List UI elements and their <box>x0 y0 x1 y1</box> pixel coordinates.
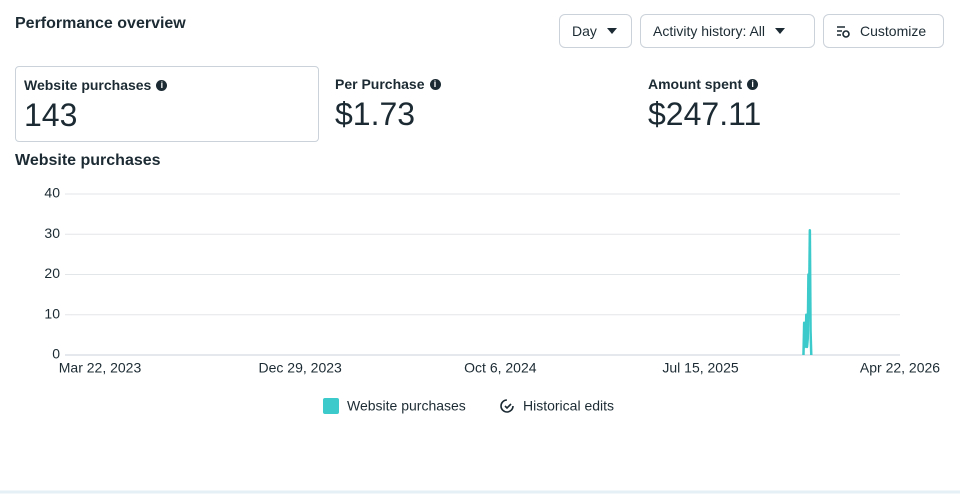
caret <box>606 28 617 34</box>
button-label: Activity history: All <box>653 23 766 39</box>
button-label: Day <box>572 23 597 39</box>
legend-label: Website purchases <box>347 398 466 414</box>
customize-button[interactable]: Customize <box>823 14 944 48</box>
metric-label: Per Purchase <box>335 76 425 92</box>
metric-card[interactable]: Amount spent i $247.11 <box>640 66 944 142</box>
x-tick-label: Jul 15, 2025 <box>662 360 738 376</box>
metric-card[interactable]: Website purchases i 143 <box>15 66 319 142</box>
page-title: Performance overview <box>15 15 186 32</box>
y-tick-label: 0 <box>52 346 60 362</box>
x-tick-label: Dec 29, 2023 <box>259 360 342 376</box>
series-line <box>802 228 813 356</box>
x-tick-label: Oct 6, 2024 <box>464 360 537 376</box>
metric-value: $247.11 <box>648 96 762 132</box>
chart: Website purchases 0 10 20 30 40 Mar 22, 2023 D… <box>0 152 960 494</box>
legend-swatch <box>323 398 339 414</box>
y-tick-label: 40 <box>44 185 60 201</box>
metric-value: $1.73 <box>335 96 416 132</box>
x-tick-label: Mar 22, 2023 <box>59 360 142 376</box>
metric-value: 143 <box>24 97 78 133</box>
button-label: Customize <box>860 23 927 39</box>
info-icon: i <box>429 78 441 90</box>
chart-title: Website purchases <box>15 152 161 169</box>
y-tick-label: 20 <box>44 265 60 281</box>
caret <box>775 28 786 34</box>
metric-label: Website purchases <box>24 77 152 93</box>
legend-label: Historical edits <box>523 398 614 414</box>
legend-icon <box>504 403 512 410</box>
metric-card[interactable]: Per Purchase i $1.73 <box>327 66 631 142</box>
info-icon: i <box>156 79 168 91</box>
y-tick-label: 10 <box>44 305 60 321</box>
info-icon: i <box>747 78 759 90</box>
metric-label: Amount spent <box>648 76 743 92</box>
legend-icon <box>500 399 514 413</box>
customize-icon <box>837 26 850 38</box>
y-tick-label: 30 <box>44 225 60 241</box>
day-button[interactable]: Day <box>559 14 632 48</box>
x-tick-label: Apr 22, 2026 <box>860 360 940 376</box>
activity-button[interactable]: Activity history: All <box>640 14 815 48</box>
